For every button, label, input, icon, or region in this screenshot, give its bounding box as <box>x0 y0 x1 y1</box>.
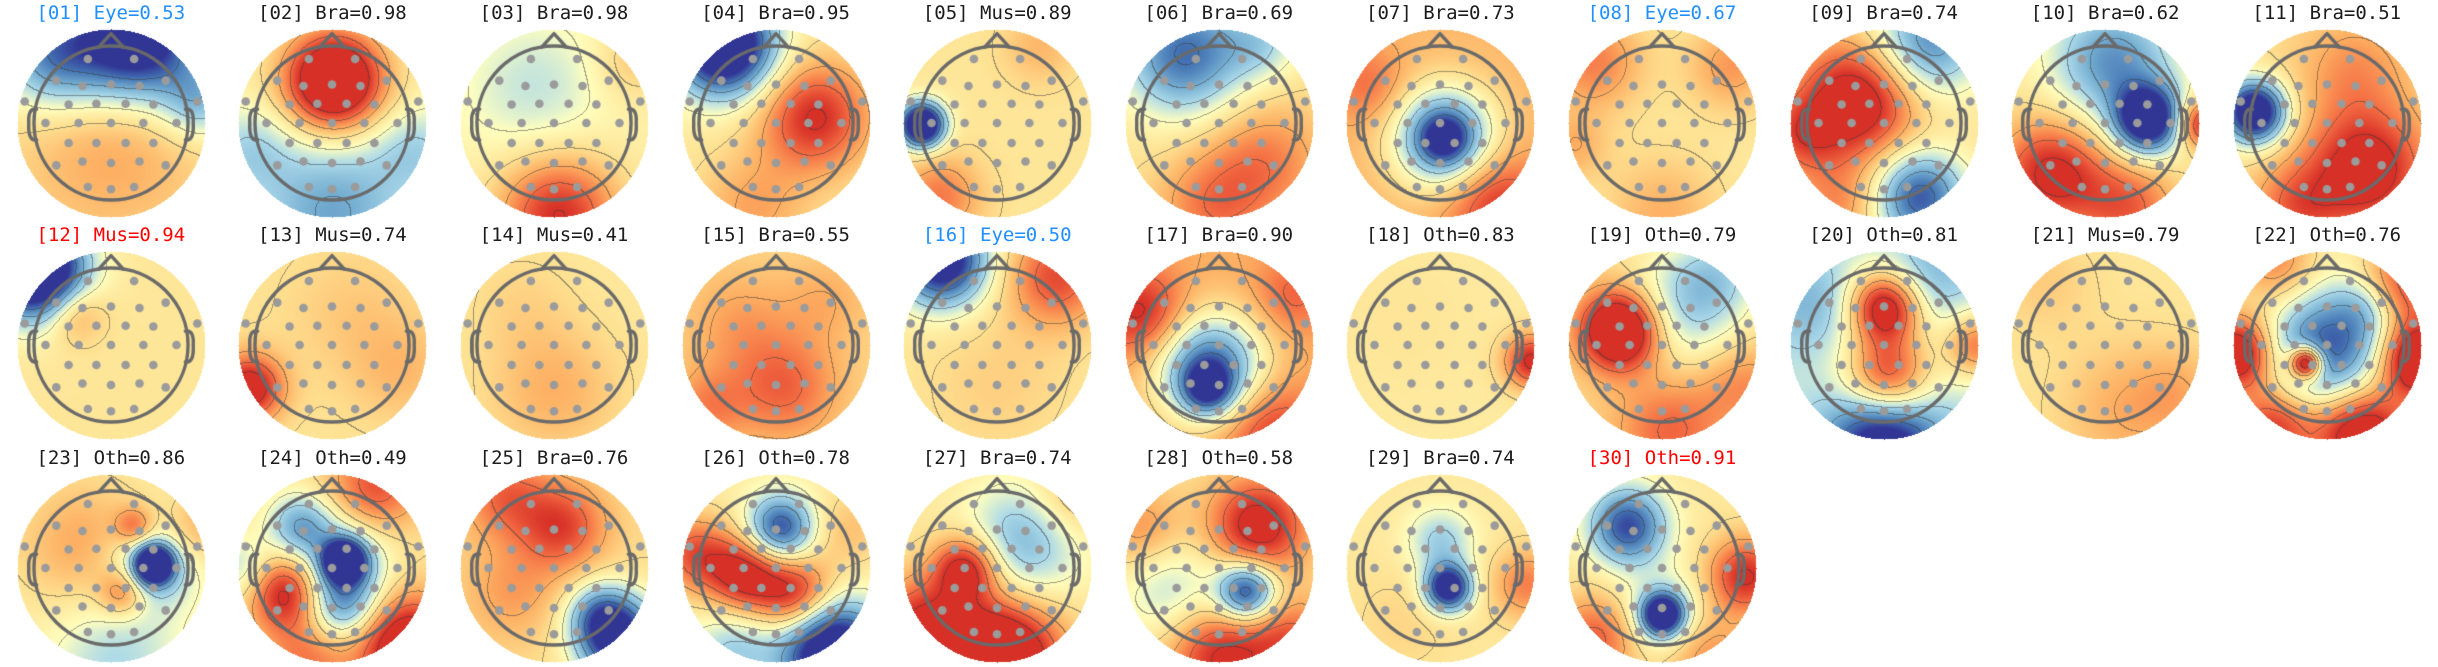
ica-component-cell: [01] Eye=0.53 <box>0 0 222 222</box>
component-title: [16] Eye=0.50 <box>922 224 1072 247</box>
topomap-canvas <box>1785 249 1982 442</box>
component-title: [03] Bra=0.98 <box>479 2 629 24</box>
topomap-canvas <box>455 471 652 664</box>
topomap-canvas <box>677 471 874 664</box>
topomap-canvas <box>1342 249 1539 442</box>
ica-component-cell: [30] Oth=0.91 <box>1551 445 1773 667</box>
component-title: [02] Bra=0.98 <box>258 2 407 24</box>
ica-component-cell: [29] Bra=0.74 <box>1330 445 1552 667</box>
topomap-canvas <box>234 471 431 664</box>
ica-component-cell: [20] Oth=0.81 <box>1773 222 1995 444</box>
ica-component-cell: [25] Bra=0.76 <box>443 445 665 667</box>
component-title: [23] Oth=0.86 <box>36 446 186 469</box>
topomap-canvas <box>899 471 1096 664</box>
component-title: [22] Oth=0.76 <box>2252 224 2402 247</box>
component-title: [05] Mus=0.89 <box>922 2 1072 24</box>
component-title: [09] Bra=0.74 <box>1809 2 1958 24</box>
topomap-canvas <box>1785 27 1982 219</box>
topomap-canvas <box>1120 249 1317 442</box>
component-title: [29] Bra=0.74 <box>1366 446 1515 469</box>
ica-component-cell: [18] Oth=0.83 <box>1330 222 1552 444</box>
ica-component-cell: [11] Bra=0.51 <box>2216 0 2438 222</box>
ica-component-cell: [13] Mus=0.74 <box>222 222 444 444</box>
topomap-canvas <box>455 249 652 442</box>
ica-component-cell: [26] Oth=0.78 <box>665 445 887 667</box>
ica-component-cell: [14] Mus=0.41 <box>443 222 665 444</box>
component-title: [01] Eye=0.53 <box>36 2 186 24</box>
topomap-canvas <box>1563 471 1760 664</box>
component-title: [04] Bra=0.95 <box>701 2 850 24</box>
component-title: [12] Mus=0.94 <box>36 224 186 247</box>
topomap-canvas <box>12 27 209 219</box>
ica-component-cell: [12] Mus=0.94 <box>0 222 222 444</box>
component-title: [13] Mus=0.74 <box>258 224 407 247</box>
ica-component-cell: [08] Eye=0.67 <box>1551 0 1773 222</box>
topomap-canvas <box>234 27 431 219</box>
topomap-canvas <box>455 27 652 219</box>
ica-component-cell: [03] Bra=0.98 <box>443 0 665 222</box>
topomap-canvas <box>1120 471 1317 664</box>
ica-component-cell: [06] Bra=0.69 <box>1108 0 1330 222</box>
component-title: [07] Bra=0.73 <box>1366 2 1515 24</box>
topomap-canvas <box>1342 27 1539 219</box>
topomap-canvas <box>677 249 874 442</box>
ica-component-cell: [19] Oth=0.79 <box>1551 222 1773 444</box>
topomap-canvas <box>1120 27 1317 219</box>
ica-component-cell: [22] Oth=0.76 <box>2216 222 2438 444</box>
ica-component-cell: [04] Bra=0.95 <box>665 0 887 222</box>
topomap-canvas <box>2228 27 2425 219</box>
component-title: [25] Bra=0.76 <box>479 446 629 469</box>
component-title: [17] Bra=0.90 <box>1144 224 1294 247</box>
component-title: [20] Oth=0.81 <box>1809 224 1958 247</box>
component-title: [14] Mus=0.41 <box>479 224 629 247</box>
ica-component-cell: [05] Mus=0.89 <box>886 0 1108 222</box>
topomap-canvas <box>1563 249 1760 442</box>
component-title: [24] Oth=0.49 <box>258 446 407 469</box>
ica-component-cell: [09] Bra=0.74 <box>1773 0 1995 222</box>
component-title: [11] Bra=0.51 <box>2252 2 2402 24</box>
topomap-canvas <box>12 471 209 664</box>
ica-component-cell: [02] Bra=0.98 <box>222 0 444 222</box>
component-title: [30] Oth=0.91 <box>1587 446 1737 469</box>
topomap-canvas <box>2228 249 2425 442</box>
component-title: [08] Eye=0.67 <box>1587 2 1737 24</box>
topomap-canvas <box>1342 471 1539 664</box>
ica-component-cell: [23] Oth=0.86 <box>0 445 222 667</box>
ica-component-cell: [07] Bra=0.73 <box>1330 0 1552 222</box>
component-title: [10] Bra=0.62 <box>2030 2 2180 24</box>
topomap-canvas <box>2007 27 2204 219</box>
ica-component-cell: [10] Bra=0.62 <box>1994 0 2216 222</box>
component-title: [27] Bra=0.74 <box>922 446 1072 469</box>
ica-component-cell: [21] Mus=0.79 <box>1994 222 2216 444</box>
component-title: [06] Bra=0.69 <box>1144 2 1294 24</box>
component-title: [26] Oth=0.78 <box>701 446 850 469</box>
topomap-canvas <box>2007 249 2204 442</box>
component-title: [19] Oth=0.79 <box>1587 224 1737 247</box>
ica-component-cell: [28] Oth=0.58 <box>1108 445 1330 667</box>
ica-component-cell: [27] Bra=0.74 <box>886 445 1108 667</box>
ica-component-cell: [15] Bra=0.55 <box>665 222 887 444</box>
ica-component-cell: [16] Eye=0.50 <box>886 222 1108 444</box>
topomap-canvas <box>899 27 1096 219</box>
component-title: [15] Bra=0.55 <box>701 224 850 247</box>
topomap-canvas <box>899 249 1096 442</box>
component-title: [18] Oth=0.83 <box>1366 224 1515 247</box>
component-title: [28] Oth=0.58 <box>1144 446 1294 469</box>
topomap-canvas <box>12 249 209 442</box>
topomap-canvas <box>677 27 874 219</box>
topomap-canvas <box>1563 27 1760 219</box>
topomap-canvas <box>234 249 431 442</box>
ica-component-cell: [24] Oth=0.49 <box>222 445 444 667</box>
ica-component-cell: [17] Bra=0.90 <box>1108 222 1330 444</box>
component-title: [21] Mus=0.79 <box>2030 224 2180 247</box>
